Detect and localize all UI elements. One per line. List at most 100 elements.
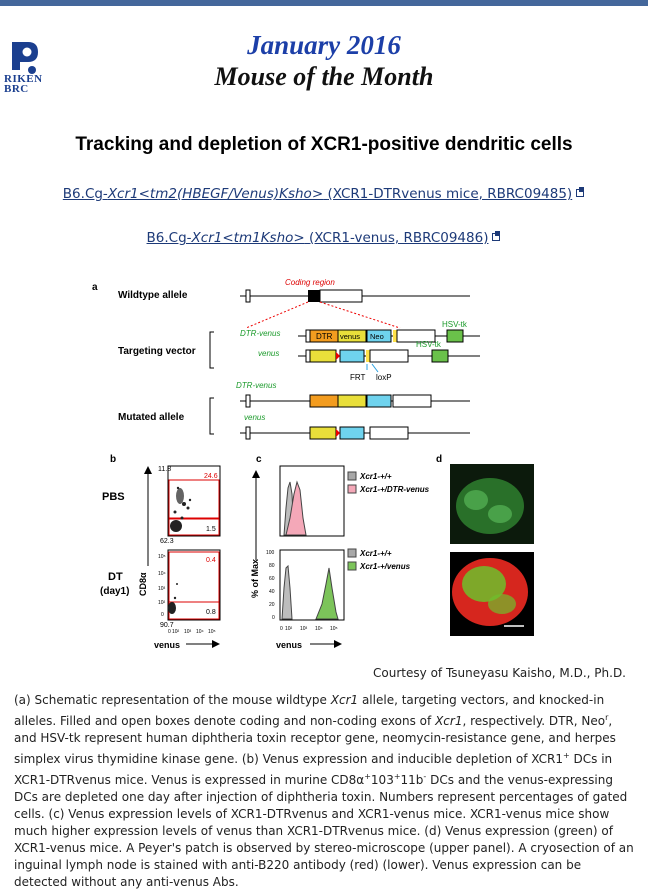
hist-venus [315, 567, 339, 620]
strain-prefix: B6.Cg- [62, 186, 108, 202]
dashed-red [319, 301, 401, 329]
exon-box [305, 349, 311, 363]
legend-venus: Xcr1-+/venus [359, 562, 411, 571]
loxp-mark [336, 352, 340, 360]
venus-stain [488, 594, 516, 614]
tag-venus: venus [258, 349, 279, 358]
frt-label: FRT [350, 373, 366, 382]
exon-box [305, 329, 311, 343]
strain-allele: Xcr1<tm2(HBEGF/Venus)Ksho> [107, 186, 324, 202]
external-link-icon[interactable] [576, 187, 585, 197]
loxp-mark [336, 429, 340, 437]
flow-plot-dt [167, 549, 221, 621]
c-x-tick: 10⁵ [330, 626, 338, 632]
caption-text: , and HSV-tk represent human diphtheria … [14, 714, 616, 766]
gene-name: Xcr1 [435, 714, 463, 728]
neo-label: Neo [370, 332, 384, 341]
c-x-tick: 10⁴ [315, 626, 323, 632]
caption-text: 103 [370, 773, 394, 787]
b-x-tick: 10⁴ [196, 629, 204, 635]
b-x-axis-label: venus [154, 640, 180, 650]
page-heading: Mouse of the Month [214, 62, 434, 91]
external-link-icon[interactable] [492, 231, 501, 241]
exon-box [245, 394, 251, 408]
caption-text: DCs and the venus-expressing DCs are dep… [14, 773, 634, 889]
c-y-arrowhead [252, 470, 260, 478]
strain-line-2: B6.Cg-Xcr1<tm1Ksho> (XCR1-venus, RBRC094… [0, 230, 648, 246]
legend-swatch-venus [347, 561, 357, 571]
superscript: r [605, 713, 609, 722]
row-label-mutated: Mutated allele [118, 412, 185, 423]
loxp-arrow [371, 363, 379, 373]
dots-dt [168, 583, 178, 614]
hsvtk-box [446, 329, 464, 343]
legend-swatch-dtr [347, 484, 357, 494]
panel-a-letter: a [92, 282, 98, 293]
figure: a Wildtype allele Targeting vector Mutat… [92, 278, 534, 650]
loxp-label: loxP [376, 373, 392, 382]
venus-stain [462, 566, 506, 602]
strain-line-1: B6.Cg-Xcr1<tm2(HBEGF/Venus)Ksho> (XCR1-D… [0, 186, 648, 202]
b-y-axis-label: CD8α [138, 572, 148, 596]
c-y-tick: 0 [272, 615, 275, 621]
noncoding-exon [319, 289, 363, 303]
pbs-bottom-right: 1.5 [206, 526, 216, 533]
panel-b-letter: b [110, 454, 116, 465]
noncoding-exon [369, 426, 409, 440]
superscript: + [562, 751, 570, 760]
b-y-tick: 10⁴ [158, 571, 166, 577]
hist-wt-bottom [281, 564, 293, 620]
b-y-tick: 10³ [158, 586, 166, 592]
tag-venus-mut: venus [244, 413, 265, 422]
b-y-tick: 10⁵ [158, 554, 166, 560]
c-x-tick: 10² [285, 626, 293, 632]
strain-description: (XCR1-DTRvenus mice, RBRC09485) [327, 186, 573, 202]
legend-dtr: Xcr1-+/DTR-venus [359, 485, 430, 494]
noncoding-exon [392, 394, 432, 408]
venus-box [337, 394, 367, 408]
panel-c-letter: c [256, 454, 262, 465]
coding-region-label: Coding region [285, 278, 335, 287]
noncoding-exon [396, 329, 436, 343]
bracket [209, 397, 214, 435]
legend-wt-bottom: Xcr1-+/+ [359, 549, 392, 558]
hist-dtr [285, 480, 307, 536]
strain-description: (XCR1-venus, RBRC09486) [309, 230, 489, 246]
c-y-tick: 100 [266, 550, 275, 556]
c-x-tick: 10³ [300, 626, 308, 632]
follicle [464, 490, 488, 510]
b-y-arrowhead [144, 466, 152, 474]
hsvtk-label: HSV-tk [442, 320, 468, 329]
hsvtk-label-2: HSV-tk [416, 340, 442, 349]
neo-box [339, 349, 365, 363]
legend-swatch-wt [347, 471, 357, 481]
row-label-day1: (day1) [100, 586, 129, 597]
strain-link-1[interactable]: B6.Cg-Xcr1<tm2(HBEGF/Venus)Ksho> (XCR1-D… [63, 186, 572, 202]
frt-mark [366, 350, 370, 362]
gene-name: Xcr1 [330, 693, 359, 707]
logo-label-line1: RIKEN [4, 73, 43, 85]
pbs-top-right: 24.6 [204, 473, 218, 480]
exon-box [245, 289, 251, 303]
c-x-axis-label: venus [276, 640, 302, 650]
exon-box [245, 426, 251, 440]
dt-top-right: 0.4 [206, 557, 216, 564]
bracket [209, 331, 214, 369]
strain-link-2[interactable]: B6.Cg-Xcr1<tm1Ksho> (XCR1-venus, RBRC094… [147, 230, 489, 246]
dtr-label: DTR [316, 332, 333, 341]
superscript: - [423, 772, 427, 781]
venus-label: venus [340, 332, 360, 341]
b-x-tick: 10² [172, 629, 180, 635]
b-x-ticks: 0 10² 10³ 10⁴ 10⁵ [168, 629, 216, 635]
figure-caption: (a) Schematic representation of the mous… [14, 692, 636, 891]
pbs-top-left: 11.8 [158, 466, 171, 473]
row-label-wildtype: Wildtype allele [118, 290, 188, 301]
row-label-dt: DT [108, 571, 123, 583]
pbs-bottom-left: 62.3 [160, 538, 174, 545]
c-y-ticks: 100 80 60 40 20 0 [266, 550, 275, 621]
c-x-arrowhead [334, 640, 342, 648]
c-y-tick: 60 [269, 576, 275, 582]
row-label-targeting: Targeting vector [118, 346, 196, 357]
c-x-tick: 0 [280, 626, 283, 632]
c-y-axis-label: % of Max [250, 559, 260, 598]
